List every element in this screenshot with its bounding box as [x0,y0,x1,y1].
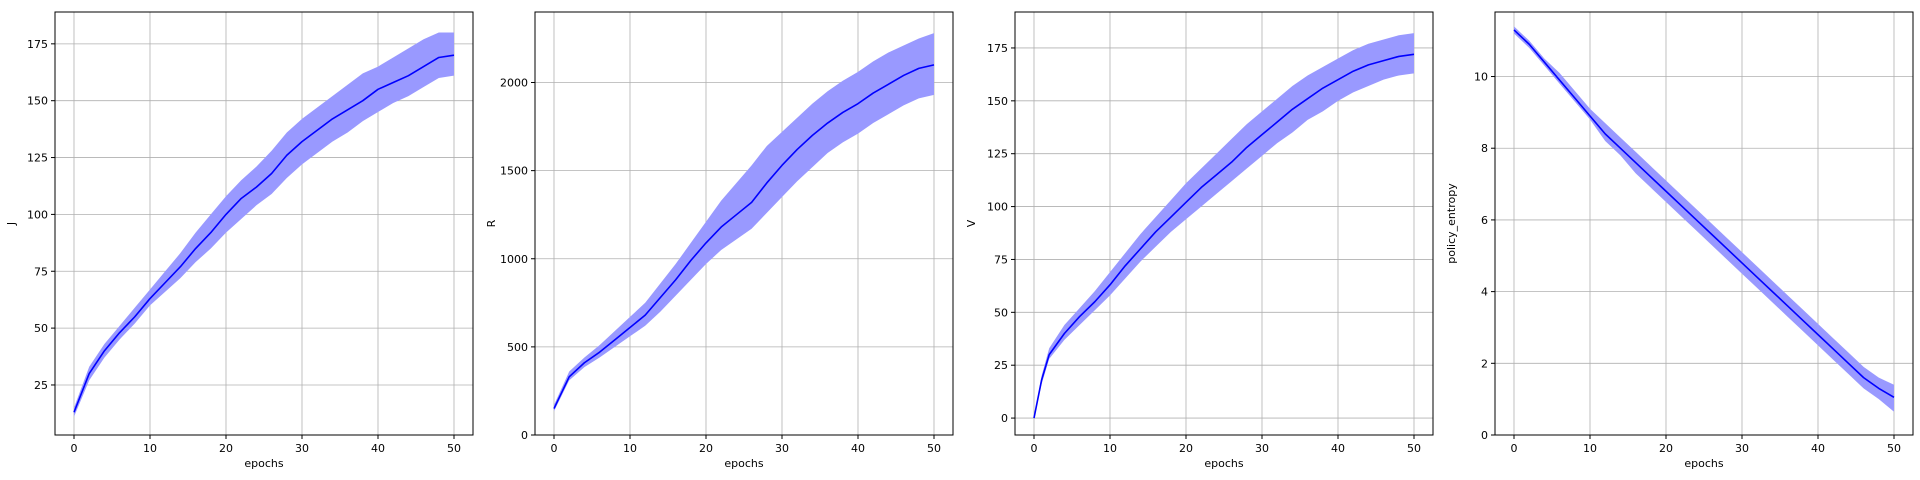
axes-frame [54,11,474,436]
chart-panel-3: 0 10 20 30 40 50 0 25 50 75 100 125 150 175 epochs V [965,11,1434,470]
y-tick-label-0: 0 [1001,412,1008,425]
y-tick-label-1: 500 [507,341,528,354]
mean-line [1033,53,1415,419]
chart-panel-4: 0 10 20 30 40 50 0 2 4 6 8 10 epochs policy_entropy [1445,11,1914,470]
x-tick-label-2: 20 [699,442,713,455]
y-tick-label-4: 100 [987,201,1008,214]
x-tick-label-3: 30 [775,442,789,455]
y-tick-label-5: 150 [27,95,48,108]
x-tick-label-3: 30 [295,442,309,455]
y-axis-label: J [5,222,18,226]
mean-line [73,54,455,413]
x-tick-label-1: 10 [1103,442,1117,455]
x-tick-label-5: 50 [1407,442,1421,455]
y-tick-label-6: 175 [27,38,48,51]
x-axis-label: epochs [724,457,763,470]
chart-panel-1: 0 10 20 30 40 50 25 50 75 100 125 150 175 epochs J [5,11,474,470]
y-tick-label-3: 75 [994,253,1008,266]
y-tick-label-1: 50 [34,322,48,335]
x-axis-label: epochs [1204,457,1243,470]
y-tick-label-3: 1500 [500,165,528,178]
y-tick-label-3: 6 [1481,214,1488,227]
x-axis-label: epochs [244,457,283,470]
y-tick-label-4: 2000 [500,77,528,90]
axes-frame [1014,11,1434,436]
y-tick-label-2: 50 [994,306,1008,319]
x-tick-label-3: 30 [1735,442,1749,455]
y-tick-label-2: 4 [1481,286,1488,299]
y-tick-label-6: 150 [987,95,1008,108]
std-band [1034,33,1414,419]
x-tick-label-3: 30 [1255,442,1269,455]
y-tick-label-4: 125 [27,152,48,165]
x-tick-label-4: 40 [1331,442,1345,455]
y-tick-label-5: 125 [987,148,1008,161]
x-tick-label-5: 50 [927,442,941,455]
mean-line [553,64,935,409]
std-band [1514,26,1894,412]
y-tick-label-1: 25 [994,359,1008,372]
x-tick-label-5: 50 [1887,442,1901,455]
y-tick-label-3: 100 [27,208,48,221]
y-tick-label-1: 2 [1481,357,1488,370]
axes-frame [534,11,954,436]
x-axis-label: epochs [1684,457,1723,470]
x-tick-label-4: 40 [371,442,385,455]
y-tick-label-0: 25 [34,379,48,392]
x-tick-label-0: 0 [71,442,78,455]
x-tick-label-0: 0 [551,442,558,455]
x-tick-label-2: 20 [1179,442,1193,455]
y-tick-label-0: 0 [1481,429,1488,442]
y-tick-label-0: 0 [521,429,528,442]
axes-frame [1494,11,1914,436]
x-tick-label-2: 20 [219,442,233,455]
y-tick-label-4: 8 [1481,142,1488,155]
mean-line [1513,29,1895,399]
y-axis-label: V [965,219,978,227]
x-tick-label-5: 50 [447,442,461,455]
y-tick-label-7: 175 [987,42,1008,55]
x-tick-label-0: 0 [1031,442,1038,455]
y-axis-label: policy_entropy [1445,183,1458,264]
x-tick-label-0: 0 [1511,442,1518,455]
y-tick-label-2: 1000 [500,253,528,266]
x-tick-label-2: 20 [1659,442,1673,455]
x-tick-label-1: 10 [1583,442,1597,455]
std-band [74,32,454,417]
y-tick-label-5: 10 [1474,71,1488,84]
x-tick-label-4: 40 [1811,442,1825,455]
x-tick-label-1: 10 [143,442,157,455]
x-tick-label-4: 40 [851,442,865,455]
y-tick-label-2: 75 [34,265,48,278]
y-axis-label: R [485,219,498,227]
std-band [554,33,934,412]
x-tick-label-1: 10 [623,442,637,455]
